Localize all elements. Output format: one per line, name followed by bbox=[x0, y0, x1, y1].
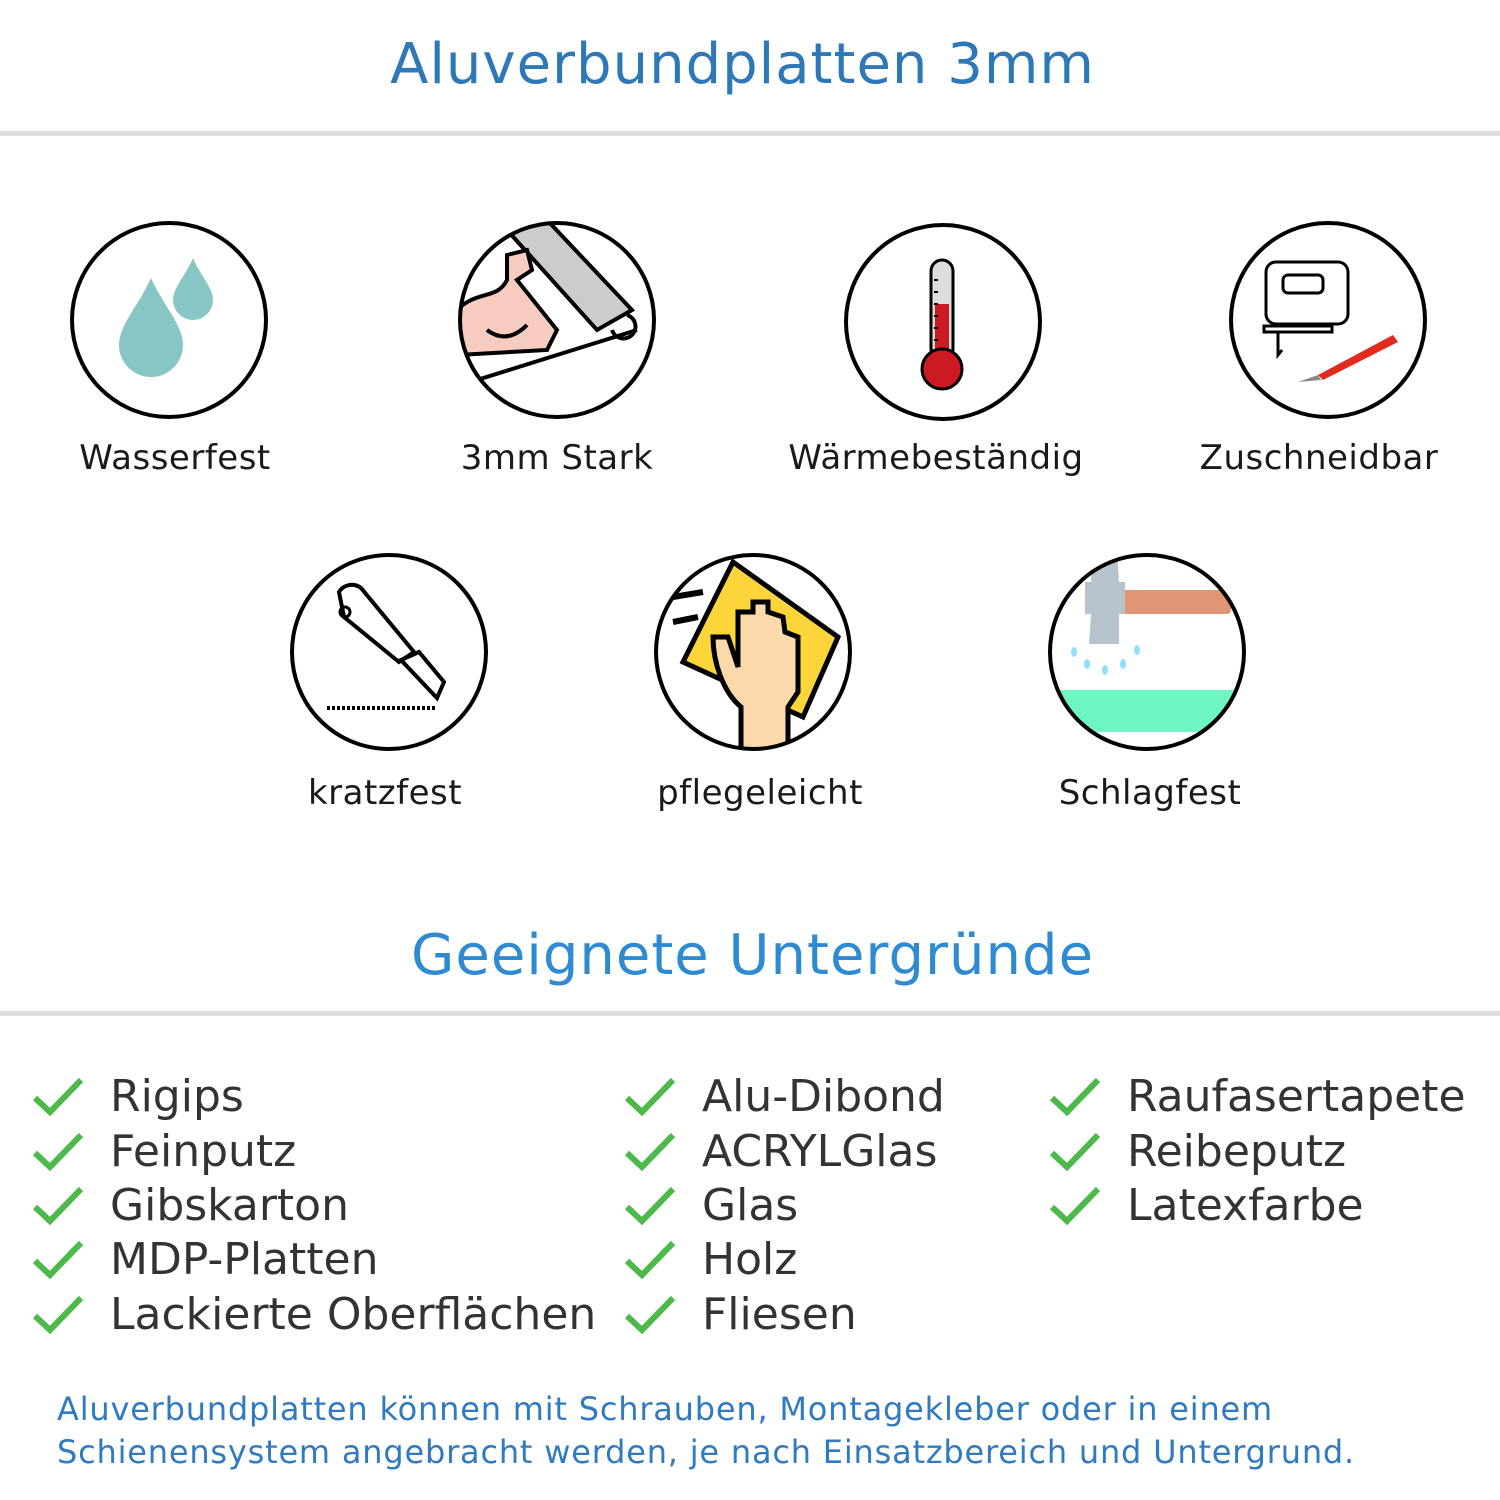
surface-item: Reibeputz bbox=[1049, 1124, 1346, 1178]
check-icon bbox=[624, 1132, 676, 1172]
feature-label: Wärmebeständig bbox=[788, 438, 1084, 478]
cutter-knife-icon bbox=[290, 553, 488, 751]
footer-line-1: Aluverbundplatten können mit Schrauben, … bbox=[57, 1390, 1274, 1428]
divider bbox=[0, 131, 1500, 136]
thermometer-icon bbox=[844, 223, 1042, 421]
feature-label: kratzfest bbox=[307, 773, 463, 813]
surface-label: Holz bbox=[702, 1233, 798, 1285]
check-icon bbox=[32, 1295, 84, 1335]
surface-label: Glas bbox=[702, 1179, 799, 1231]
surface-item: Fliesen bbox=[624, 1287, 857, 1341]
check-icon bbox=[624, 1077, 676, 1117]
divider bbox=[0, 1011, 1500, 1016]
feature-label: Schlagfest bbox=[1058, 773, 1242, 813]
page-title: Aluverbundplatten 3mm bbox=[390, 32, 1095, 97]
feature-label: Wasserfest bbox=[79, 438, 271, 478]
surface-item: Rigips bbox=[32, 1069, 244, 1123]
check-icon bbox=[32, 1240, 84, 1280]
surface-label: Raufasertapete bbox=[1127, 1070, 1466, 1122]
surface-item: Lackierte Oberflächen bbox=[32, 1287, 596, 1341]
check-icon bbox=[1049, 1132, 1101, 1172]
surface-item: Raufasertapete bbox=[1049, 1069, 1466, 1123]
check-icon bbox=[1049, 1186, 1101, 1226]
surface-label: Feinputz bbox=[110, 1125, 297, 1177]
surface-label: Gibskarton bbox=[110, 1179, 349, 1231]
surface-label: ACRYLGlas bbox=[702, 1125, 938, 1177]
check-icon bbox=[624, 1186, 676, 1226]
hammer-icon bbox=[1048, 553, 1246, 751]
water-drops-icon bbox=[70, 221, 268, 419]
surface-item: Glas bbox=[624, 1178, 798, 1232]
check-icon bbox=[32, 1077, 84, 1117]
surfaces-title: Geeignete Untergründe bbox=[410, 923, 1095, 988]
feature-label: Zuschneidbar bbox=[1199, 438, 1439, 478]
surface-label: Fliesen bbox=[702, 1288, 857, 1340]
hand-cloth-icon bbox=[654, 553, 852, 751]
surface-label: Reibeputz bbox=[1127, 1125, 1347, 1177]
feature-label: 3mm Stark bbox=[460, 438, 654, 478]
surface-item: Alu-Dibond bbox=[624, 1069, 945, 1123]
surface-item: Holz bbox=[624, 1232, 797, 1286]
feature-label: pflegeleicht bbox=[657, 773, 863, 813]
check-icon bbox=[624, 1295, 676, 1335]
strong-arm-icon bbox=[458, 221, 656, 419]
footer-line-2: Schienensystem angebracht werden, je nac… bbox=[57, 1433, 1355, 1471]
surface-label: Lackierte Oberflächen bbox=[110, 1288, 597, 1340]
check-icon bbox=[32, 1186, 84, 1226]
surface-item: Gibskarton bbox=[32, 1178, 349, 1232]
surface-label: Rigips bbox=[110, 1070, 244, 1122]
surface-label: Alu-Dibond bbox=[702, 1070, 945, 1122]
surface-label: MDP-Platten bbox=[110, 1233, 379, 1285]
surface-item: Latexfarbe bbox=[1049, 1178, 1364, 1232]
check-icon bbox=[624, 1240, 676, 1280]
check-icon bbox=[32, 1132, 84, 1172]
surface-label: Latexfarbe bbox=[1127, 1179, 1364, 1231]
jigsaw-knife-icon bbox=[1229, 221, 1427, 419]
surface-item: MDP-Platten bbox=[32, 1232, 378, 1286]
check-icon bbox=[1049, 1077, 1101, 1117]
surface-item: ACRYLGlas bbox=[624, 1124, 937, 1178]
surface-item: Feinputz bbox=[32, 1124, 296, 1178]
